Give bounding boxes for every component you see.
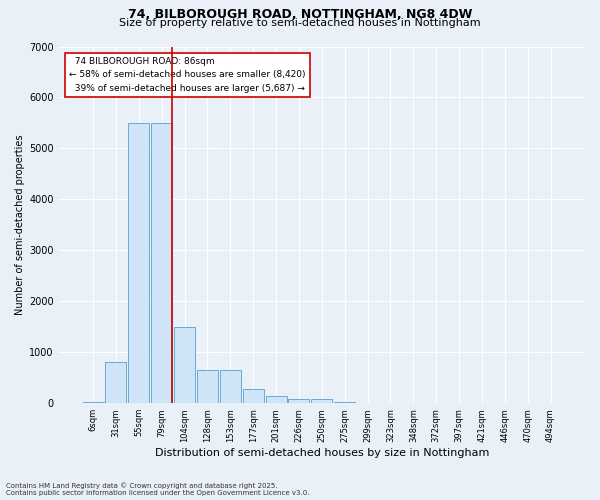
Bar [174, 327, 195, 403]
X-axis label: Distribution of semi-detached houses by size in Nottingham: Distribution of semi-detached houses by … [155, 448, 489, 458]
Bar [242, 390, 264, 403]
Bar [311, 399, 332, 403]
Text: Contains HM Land Registry data © Crown copyright and database right 2025.: Contains HM Land Registry data © Crown c… [6, 482, 277, 489]
Text: Size of property relative to semi-detached houses in Nottingham: Size of property relative to semi-detach… [119, 18, 481, 28]
Bar [197, 370, 218, 403]
Bar [334, 402, 355, 403]
Text: 74, BILBOROUGH ROAD, NOTTINGHAM, NG8 4DW: 74, BILBOROUGH ROAD, NOTTINGHAM, NG8 4DW [128, 8, 472, 20]
Bar [151, 123, 172, 403]
Text: Contains public sector information licensed under the Open Government Licence v3: Contains public sector information licen… [6, 490, 310, 496]
Bar [266, 396, 287, 403]
Text: 74 BILBOROUGH ROAD: 86sqm
← 58% of semi-detached houses are smaller (8,420)
  39: 74 BILBOROUGH ROAD: 86sqm ← 58% of semi-… [69, 57, 305, 92]
Bar [83, 402, 104, 403]
Bar [106, 362, 127, 403]
Bar [128, 123, 149, 403]
Bar [220, 370, 241, 403]
Y-axis label: Number of semi-detached properties: Number of semi-detached properties [15, 134, 25, 315]
Bar [289, 399, 310, 403]
